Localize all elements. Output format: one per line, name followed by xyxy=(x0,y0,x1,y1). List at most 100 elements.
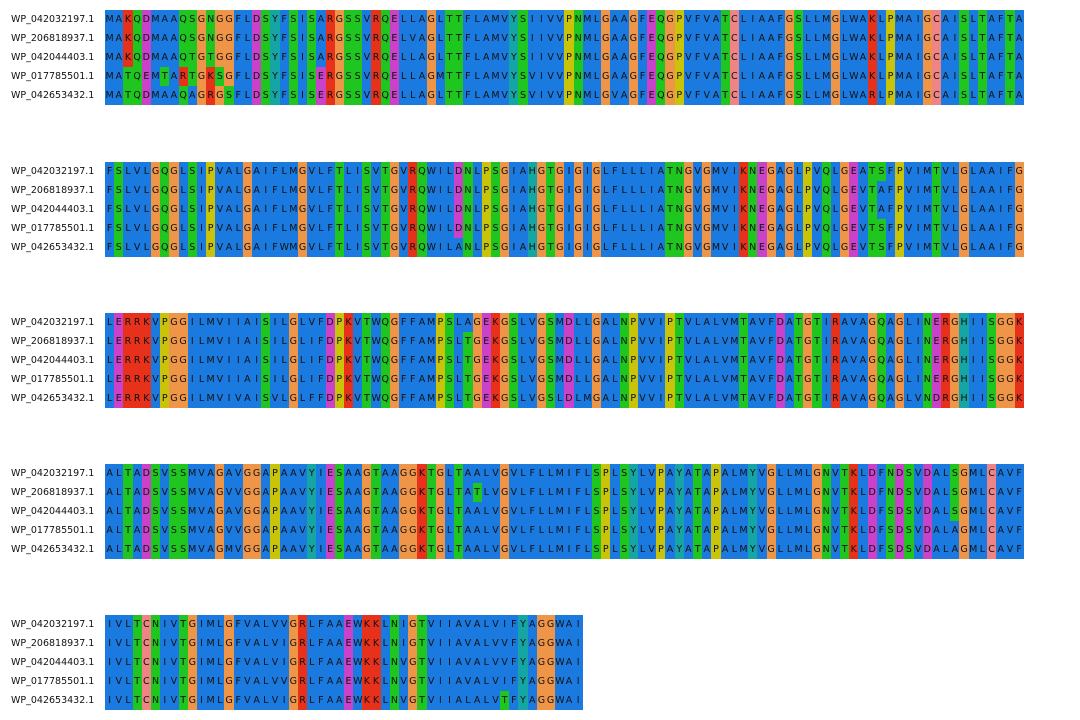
residue-cell: F xyxy=(325,200,335,219)
residue-cell: A xyxy=(876,181,886,200)
residue-cell: V xyxy=(114,672,124,691)
sequence-label: WP_017785501.1 xyxy=(11,71,95,82)
residue-cell: M xyxy=(968,540,978,559)
residue-cell: R xyxy=(325,86,335,105)
residue-cell: R xyxy=(123,389,133,408)
residue-cell: F xyxy=(996,67,1006,86)
residue-cell: I xyxy=(656,351,666,370)
residue-cell: K xyxy=(867,29,877,48)
residue-cell: V xyxy=(408,29,418,48)
residue-cell: G xyxy=(555,238,565,257)
residue-cell: L xyxy=(141,219,151,238)
residue-cell: G xyxy=(895,370,905,389)
residue-cell: Q xyxy=(132,29,142,48)
residue-cell: S xyxy=(150,483,161,502)
residue-cell: L xyxy=(582,502,592,521)
residue-cell: G xyxy=(830,67,840,86)
residue-cell: L xyxy=(858,502,868,521)
residue-cell: S xyxy=(187,29,197,48)
residue-cell: Q xyxy=(417,181,427,200)
residue-cell: I xyxy=(564,181,574,200)
residue-cell: D xyxy=(867,502,877,521)
residue-cell: T xyxy=(454,67,464,86)
residue-cell: M xyxy=(794,521,804,540)
residue-cell: G xyxy=(224,10,234,29)
residue-cell: G xyxy=(500,181,510,200)
residue-cell: L xyxy=(454,389,464,408)
residue-cell: L xyxy=(729,483,739,502)
residue-cell: G xyxy=(536,238,546,257)
residue-cell: S xyxy=(288,48,298,67)
residue-cell: G xyxy=(591,162,602,181)
residue-cell: A xyxy=(417,48,427,67)
residue-cell: G xyxy=(895,332,905,351)
residue-cell: I xyxy=(564,219,574,238)
residue-cell: I xyxy=(233,313,243,332)
residue-cell: V xyxy=(196,464,207,483)
residue-cell: V xyxy=(637,389,648,408)
residue-cell: L xyxy=(546,464,556,483)
residue-cell: R xyxy=(830,389,840,408)
residue-cell: T xyxy=(840,540,850,559)
residue-cell: A xyxy=(766,86,776,105)
residue-cell: V xyxy=(509,483,519,502)
residue-cell: S xyxy=(490,162,501,181)
residue-cell: L xyxy=(803,10,813,29)
residue-cell: A xyxy=(261,483,271,502)
residue-cell: G xyxy=(435,464,445,483)
residue-cell: P xyxy=(628,370,638,389)
residue-cell: A xyxy=(252,653,262,672)
residue-cell: G xyxy=(766,181,776,200)
sequence-label: WP_042032197.1 xyxy=(11,166,95,177)
residue-cell: R xyxy=(132,370,142,389)
residue-cell: G xyxy=(334,48,344,67)
residue-cell: G xyxy=(187,634,197,653)
residue-cell: L xyxy=(444,238,455,257)
residue-cell: L xyxy=(591,67,602,86)
residue-cell: T xyxy=(500,691,510,710)
residue-cell: V xyxy=(150,389,161,408)
residue-cell: G xyxy=(601,10,611,29)
residue-cell: L xyxy=(941,464,951,483)
residue-cell: I xyxy=(444,672,455,691)
residue-cell: Y xyxy=(628,464,638,483)
residue-cell: S xyxy=(987,370,997,389)
residue-cell: G xyxy=(500,389,510,408)
residue-cell: S xyxy=(546,332,556,351)
residue-cell: L xyxy=(803,464,813,483)
residue-cell: G xyxy=(536,313,546,332)
residue-cell: V xyxy=(233,464,243,483)
residue-cell: N xyxy=(463,181,473,200)
residue-cell: M xyxy=(738,540,749,559)
residue-cell: G xyxy=(784,238,795,257)
residue-cell: L xyxy=(178,162,188,181)
residue-cell: D xyxy=(895,521,905,540)
residue-cell: M xyxy=(288,162,298,181)
residue-cell: L xyxy=(637,219,648,238)
residue-cell: V xyxy=(647,464,657,483)
residue-cell: L xyxy=(279,181,289,200)
residue-cell: I xyxy=(536,29,546,48)
residue-cell: P xyxy=(885,67,896,86)
residue-cell: G xyxy=(895,313,905,332)
residue-cell: G xyxy=(996,313,1006,332)
residue-cell: R xyxy=(206,86,216,105)
residue-cell: L xyxy=(968,29,978,48)
residue-cell: V xyxy=(490,691,501,710)
residue-cell: R xyxy=(325,29,335,48)
residue-cell: V xyxy=(683,389,693,408)
residue-cell: P xyxy=(435,389,445,408)
residue-cell: A xyxy=(325,691,335,710)
residue-cell: R xyxy=(325,48,335,67)
residue-cell: G xyxy=(803,370,813,389)
residue-cell: F xyxy=(270,238,280,257)
residue-cell: L xyxy=(444,540,455,559)
residue-cell: E xyxy=(481,351,491,370)
residue-cell: Y xyxy=(270,86,280,105)
residue-cell: A xyxy=(987,162,997,181)
residue-cell: I xyxy=(536,10,546,29)
residue-cell: T xyxy=(738,370,749,389)
residue-cell: I xyxy=(582,238,592,257)
residue-cell: A xyxy=(252,181,262,200)
